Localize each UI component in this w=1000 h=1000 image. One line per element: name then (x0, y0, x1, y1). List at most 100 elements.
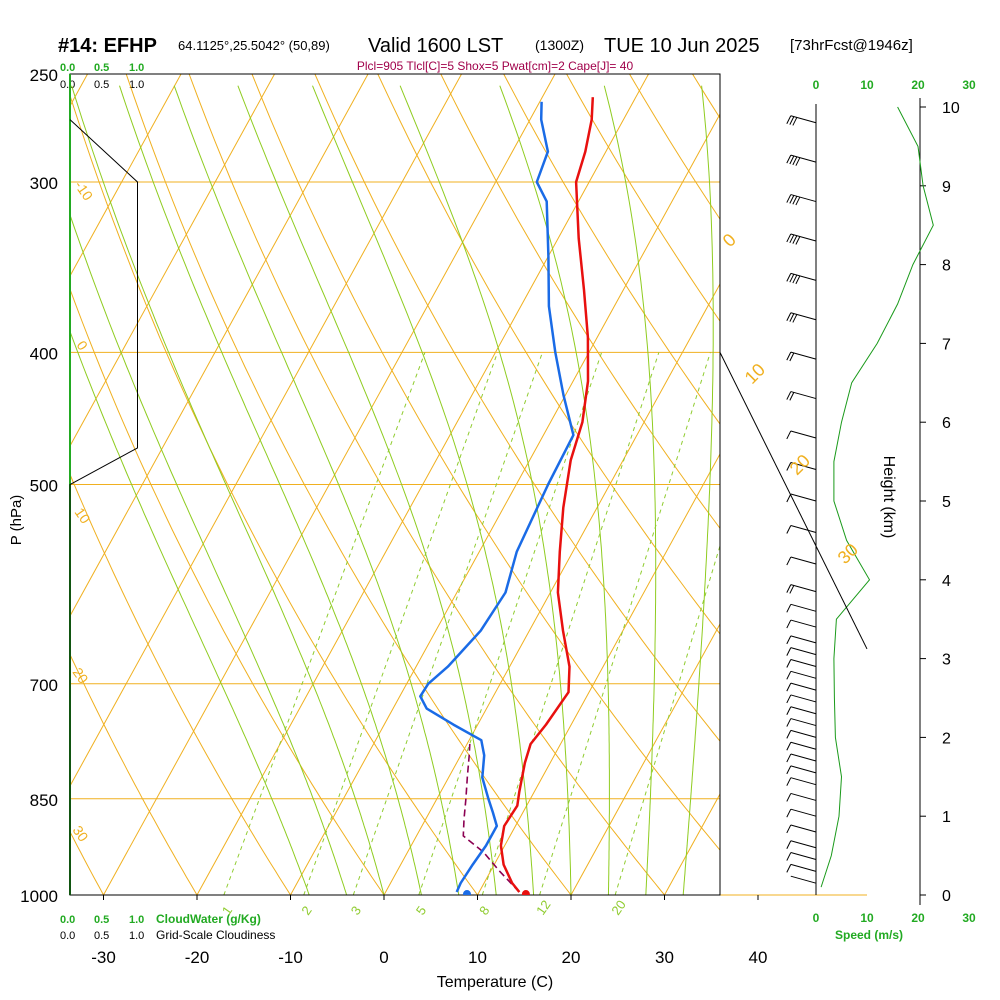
valid-time: Valid 1600 LST (368, 35, 503, 57)
wind-barb-staff (790, 729, 817, 738)
mixing-ratio-label: 20 (608, 897, 629, 917)
isotherm-line (70, 74, 275, 447)
wind-barb-flag (786, 808, 792, 818)
cloudiness-line (69, 119, 138, 895)
wind-barb-staff (790, 312, 817, 321)
wind-barb-flag (786, 556, 792, 566)
profiles (419, 97, 595, 895)
moist-adiabat-line (70, 213, 348, 895)
height-tick-label: 3 (942, 652, 951, 669)
isotherm-line (290, 113, 720, 895)
wind-speed-line (820, 106, 934, 888)
dry-adiabat-line (881, 74, 1000, 895)
mixing-ratio-line (481, 352, 660, 895)
mixing-ratio-label: 5 (413, 903, 429, 918)
isotherm-label: 20 (786, 451, 814, 479)
speed-tick: 0 (813, 911, 820, 925)
mixing-ratio-line (223, 352, 426, 895)
height-tick-label: 4 (942, 573, 951, 590)
wind-barb-flag (795, 157, 801, 166)
pressure-tick-label: 300 (30, 174, 58, 193)
cloudiness-tick: 0.0 (60, 79, 75, 91)
wind-barb-flag (789, 234, 795, 244)
wind-barb-flag (786, 430, 792, 440)
wind-barb-flag (786, 493, 792, 503)
wind-barb-flag (792, 235, 798, 244)
wind-barb-flag (786, 793, 792, 802)
temperature-tick-label: 40 (749, 948, 768, 967)
wind-barb-flag (786, 115, 792, 124)
wind-barb-flag (789, 313, 795, 322)
wind-barb-flag (786, 718, 792, 727)
moist-adiabat-line (237, 85, 497, 895)
temperature-tick-label: -10 (278, 948, 303, 967)
valid-date: TUE 10 Jun 2025 (604, 35, 760, 57)
speed-tick: 0 (813, 78, 820, 92)
wind-barb-flag (786, 391, 792, 400)
wind-barb-staff (790, 670, 817, 679)
wind-barb-staff (790, 391, 817, 400)
isotherm-label: 0 (719, 230, 740, 251)
mixing-ratio-line (539, 352, 711, 895)
cloudwater-scale-top: 0.0 0.5 1.0 0.0 0.5 1.0 (60, 62, 144, 91)
wind-barb-staff (790, 682, 817, 691)
height-tick-label: 6 (942, 415, 951, 432)
wind-barb-staff (790, 115, 817, 124)
height-tick-label: 0 (942, 888, 951, 905)
wind-barb-flag (789, 116, 795, 125)
wind-barb-flag (786, 194, 792, 203)
dry-adiabat-line (377, 74, 720, 635)
wind-barb-flag (786, 154, 792, 164)
wind-barb-flag (786, 741, 792, 751)
mixing-ratio-label: 3 (348, 903, 364, 918)
dry-adiabat-line (755, 74, 1000, 895)
x-axis-title: Temperature (C) (437, 974, 553, 991)
mixing-ratio-line (614, 544, 720, 895)
wind-barb-flag (786, 765, 792, 775)
cloudwater-tick: 1.0 (129, 62, 144, 74)
dry-adiabat-line (0, 74, 10, 895)
speed-tick: 10 (860, 911, 874, 925)
wind-barb-staff (790, 351, 817, 360)
y-axis-title: P (hPa) (8, 495, 25, 546)
cloudiness-tick: 1.0 (129, 79, 144, 91)
cloudiness-label: Grid-Scale Cloudiness (156, 928, 275, 942)
wind-barb-staff (790, 792, 817, 801)
wind-barb-flag (786, 233, 792, 243)
moist-adiabat-line (399, 85, 572, 895)
wind-barb-flag (786, 730, 792, 739)
pressure-tick-label: 500 (30, 477, 58, 496)
wind-barb-flag (786, 659, 792, 668)
pressure-tick-label: 250 (30, 66, 58, 85)
speed-tick: 10 (860, 78, 874, 92)
cloudiness-tick: 0.0 (60, 930, 75, 942)
wind-barb-flag (792, 196, 798, 205)
dry-adiabat-line (314, 74, 720, 742)
speed-tick: 20 (911, 78, 925, 92)
temperature-tick-label: 20 (562, 948, 581, 967)
cloudwater-tick: 0.0 (60, 914, 75, 926)
wind-barb-staff (790, 272, 817, 281)
wind-barb-flag (786, 694, 792, 704)
wind-barb-flag (795, 196, 801, 206)
wind-barb-staff (790, 863, 817, 872)
wind-barb-flag (792, 274, 798, 284)
wind-barb-flag (789, 585, 795, 594)
wind-barb-flag (786, 635, 792, 645)
wind-barb-staff (790, 233, 817, 242)
wind-barb-flag (786, 706, 792, 715)
wind-barb-flag (786, 671, 792, 680)
isotherm-line (70, 74, 182, 277)
wind-barb-flag (786, 351, 792, 361)
wind-barb-flag (789, 195, 795, 204)
speed-tick: 30 (962, 911, 976, 925)
wind-barb-staff (790, 706, 817, 715)
wind-barb-flag (786, 312, 792, 321)
wind-barb-staff (790, 718, 817, 727)
pressure-tick-label: 400 (30, 344, 58, 363)
height-axis-title: Height (km) (880, 456, 897, 539)
wind-barb-staff (790, 619, 817, 628)
temperature-tick-label: 30 (655, 948, 674, 967)
